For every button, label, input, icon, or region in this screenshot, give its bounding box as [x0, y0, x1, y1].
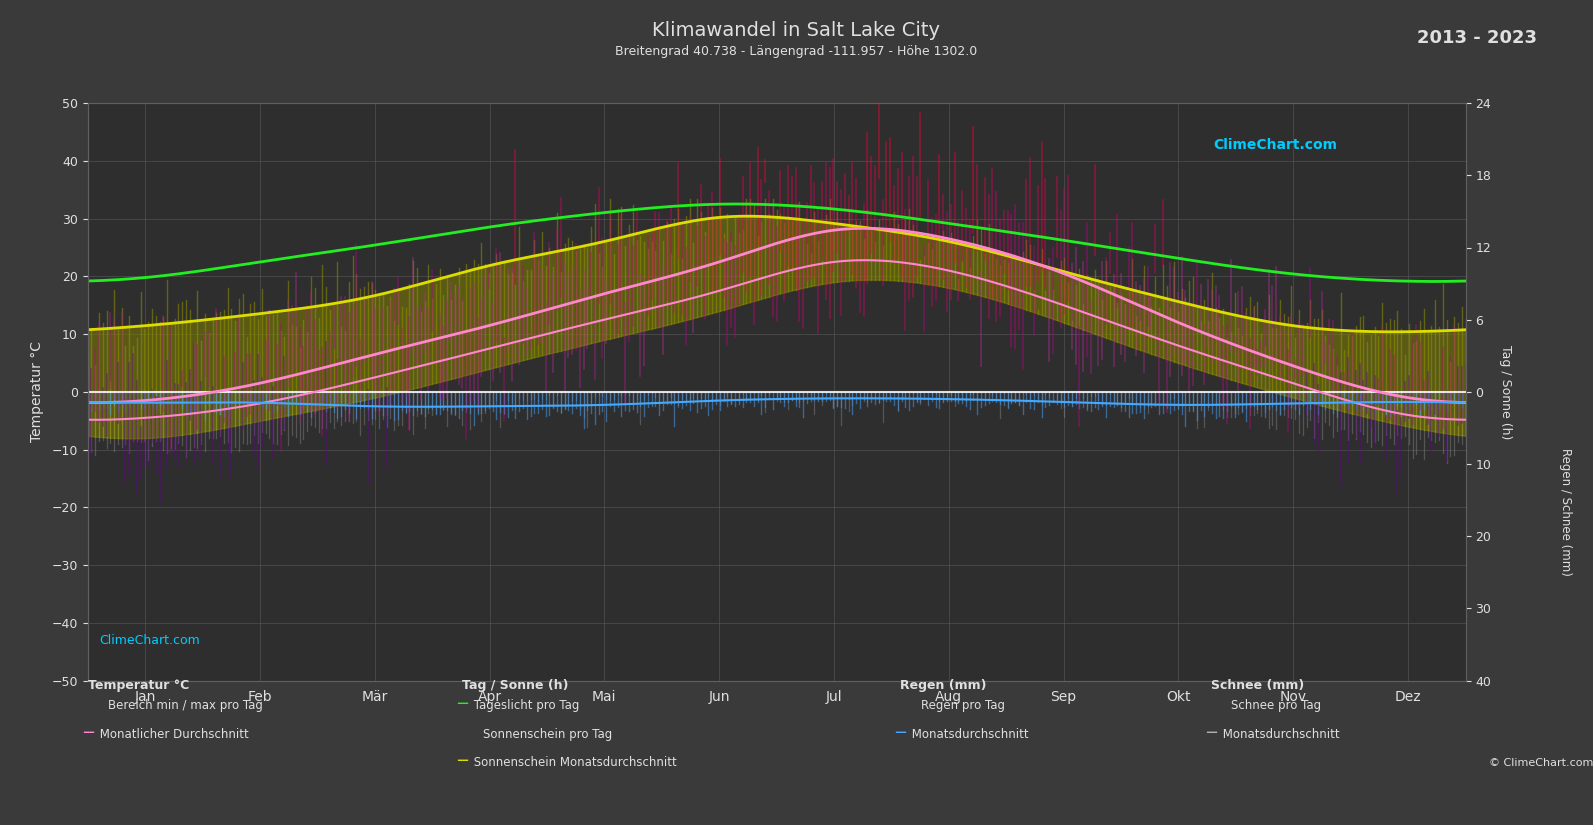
Text: ─: ─ — [457, 752, 467, 770]
Text: ClimeChart.com: ClimeChart.com — [1212, 138, 1337, 152]
Text: ─: ─ — [895, 724, 905, 742]
Text: Monatsdurchschnitt: Monatsdurchschnitt — [908, 728, 1029, 742]
Text: Klimawandel in Salt Lake City: Klimawandel in Salt Lake City — [653, 21, 940, 40]
Text: © ClimeChart.com: © ClimeChart.com — [1489, 757, 1593, 767]
Text: Tag / Sonne (h): Tag / Sonne (h) — [462, 679, 569, 692]
Text: Regen (mm): Regen (mm) — [900, 679, 986, 692]
Text: ─: ─ — [457, 695, 467, 714]
Text: Tageslicht pro Tag: Tageslicht pro Tag — [470, 700, 580, 713]
Text: Sonnenschein Monatsdurchschnitt: Sonnenschein Monatsdurchschnitt — [470, 756, 677, 769]
Text: Monatlicher Durchschnitt: Monatlicher Durchschnitt — [96, 728, 249, 742]
Text: ClimeChart.com: ClimeChart.com — [99, 634, 199, 648]
Text: Sonnenschein pro Tag: Sonnenschein pro Tag — [483, 728, 612, 742]
Text: Bereich min / max pro Tag: Bereich min / max pro Tag — [108, 700, 263, 713]
Text: Monatsdurchschnitt: Monatsdurchschnitt — [1219, 728, 1340, 742]
Text: ─: ─ — [1206, 724, 1215, 742]
Text: 2013 - 2023: 2013 - 2023 — [1418, 29, 1537, 47]
Text: Temperatur °C: Temperatur °C — [88, 679, 190, 692]
Text: Schnee pro Tag: Schnee pro Tag — [1231, 700, 1322, 713]
Y-axis label: Temperatur °C: Temperatur °C — [30, 342, 45, 442]
Y-axis label: Tag / Sonne (h): Tag / Sonne (h) — [1499, 345, 1512, 439]
Text: Regen / Schnee (mm): Regen / Schnee (mm) — [1560, 447, 1572, 576]
Text: Schnee (mm): Schnee (mm) — [1211, 679, 1305, 692]
Text: ─: ─ — [83, 724, 92, 742]
Text: Regen pro Tag: Regen pro Tag — [921, 700, 1005, 713]
Text: Breitengrad 40.738 - Längengrad -111.957 - Höhe 1302.0: Breitengrad 40.738 - Längengrad -111.957… — [615, 45, 978, 59]
